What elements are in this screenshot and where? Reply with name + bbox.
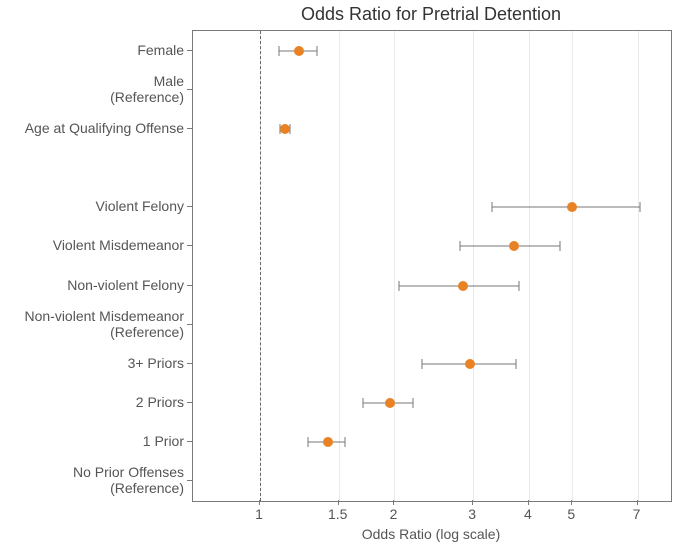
- y-category-label: 1 Prior: [143, 433, 184, 449]
- y-tick: [187, 245, 192, 246]
- x-tick: [393, 500, 394, 505]
- y-category-label: Non-violent Misdemeanor (Reference): [24, 308, 184, 340]
- ci-cap: [516, 359, 517, 369]
- odds-ratio-point: [294, 46, 304, 56]
- gridline: [572, 31, 573, 501]
- odds-ratio-point: [567, 202, 577, 212]
- odds-ratio-point: [323, 437, 333, 447]
- ci-cap: [459, 241, 460, 251]
- gridline: [638, 31, 639, 501]
- reference-line: [260, 31, 261, 501]
- gridline: [529, 31, 530, 501]
- x-tick: [259, 500, 260, 505]
- x-axis-label: Odds Ratio (log scale): [362, 526, 501, 542]
- odds-ratio-point: [385, 398, 395, 408]
- y-tick: [187, 50, 192, 51]
- ci-line: [492, 207, 641, 208]
- y-category-label: No Prior Offenses (Reference): [73, 464, 184, 496]
- ci-cap: [362, 398, 363, 408]
- x-tick-label: 4: [524, 506, 532, 522]
- odds-ratio-point: [458, 281, 468, 291]
- y-tick: [187, 480, 192, 481]
- y-tick: [187, 206, 192, 207]
- y-category-label: Male (Reference): [110, 73, 184, 105]
- ci-cap: [345, 437, 346, 447]
- y-tick: [187, 441, 192, 442]
- ci-cap: [491, 202, 492, 212]
- y-tick: [187, 324, 192, 325]
- ci-cap: [560, 241, 561, 251]
- y-tick: [187, 285, 192, 286]
- ci-cap: [421, 359, 422, 369]
- x-tick: [338, 500, 339, 505]
- gridline: [473, 31, 474, 501]
- x-tick: [528, 500, 529, 505]
- y-category-label: Violent Misdemeanor: [53, 237, 184, 253]
- x-tick-label: 5: [567, 506, 575, 522]
- chart-title: Odds Ratio for Pretrial Detention: [192, 4, 670, 25]
- y-category-label: Non-violent Felony: [67, 277, 184, 293]
- y-tick: [187, 89, 192, 90]
- plot-area: [192, 30, 672, 502]
- ci-cap: [278, 46, 279, 56]
- y-category-label: Age at Qualifying Offense: [25, 120, 184, 136]
- odds-ratio-point: [280, 124, 290, 134]
- forest-chart: Odds Ratio for Pretrial Detention Odds R…: [0, 0, 685, 550]
- ci-cap: [519, 281, 520, 291]
- x-tick-label: 3: [468, 506, 476, 522]
- y-category-label: Female: [137, 42, 184, 58]
- gridline: [339, 31, 340, 501]
- x-tick-label: 1: [255, 506, 263, 522]
- x-tick-label: 2: [390, 506, 398, 522]
- x-tick: [637, 500, 638, 505]
- y-category-label: Violent Felony: [96, 198, 184, 214]
- x-tick: [472, 500, 473, 505]
- y-tick: [187, 128, 192, 129]
- x-tick: [571, 500, 572, 505]
- odds-ratio-point: [465, 359, 475, 369]
- y-category-label: 2 Priors: [136, 394, 184, 410]
- ci-cap: [316, 46, 317, 56]
- x-tick-label: 7: [633, 506, 641, 522]
- ci-cap: [640, 202, 641, 212]
- x-tick-label: 1.5: [328, 506, 347, 522]
- y-tick: [187, 402, 192, 403]
- gridline: [394, 31, 395, 501]
- y-category-label: 3+ Priors: [128, 355, 184, 371]
- ci-cap: [412, 398, 413, 408]
- odds-ratio-point: [509, 241, 519, 251]
- y-tick: [187, 363, 192, 364]
- ci-cap: [307, 437, 308, 447]
- ci-cap: [399, 281, 400, 291]
